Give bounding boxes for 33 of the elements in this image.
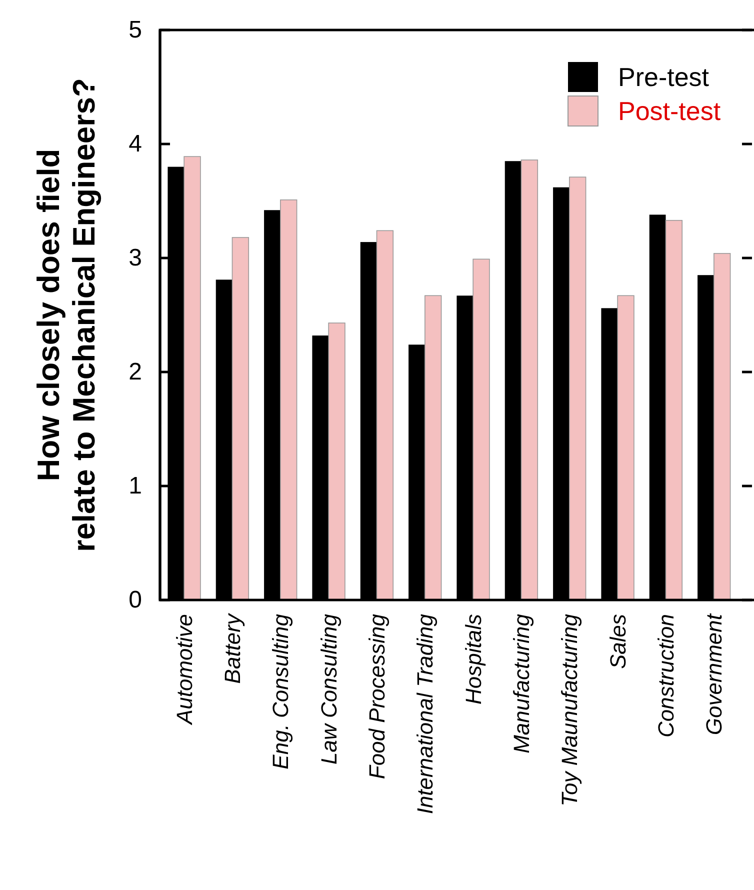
x-tick-label: Sales: [605, 614, 630, 670]
x-tick-label: International Trading: [412, 613, 438, 814]
y-tick-label: 0: [128, 586, 142, 614]
x-tick-label: Toy Maunufacturing: [557, 613, 582, 806]
x-tick-label: Government: [702, 613, 727, 736]
y-tick-label: 5: [128, 16, 142, 44]
bar: [472, 258, 490, 600]
bar: [714, 253, 731, 600]
x-tick-label: Construction: [653, 614, 678, 738]
x-tick-label: Food Processing: [364, 613, 390, 780]
bar: [520, 160, 538, 600]
x-tick-label: Battery: [220, 612, 245, 684]
bar: [328, 322, 346, 600]
bar: [184, 156, 201, 600]
bar: [376, 230, 394, 600]
bar: [569, 176, 586, 600]
x-tick-label: Hospitals: [460, 614, 486, 704]
bar: [424, 295, 442, 600]
y-tick-label: 1: [128, 472, 142, 500]
x-tick-label: Eng. Consulting: [268, 613, 294, 770]
y-tick-label: 3: [128, 244, 142, 272]
y-tick-label: 2: [128, 358, 142, 386]
bar: [617, 295, 634, 600]
x-tick-label: Automotive: [172, 614, 197, 726]
bar: [232, 237, 250, 600]
legend-label: Pre-test: [618, 62, 710, 92]
bar: [280, 199, 298, 600]
y-tick-label: 4: [128, 130, 142, 158]
x-tick-label: Law Consulting: [316, 613, 342, 764]
legend-label: Post-test: [618, 96, 722, 126]
bar: [665, 220, 683, 600]
y-axis-title: How closely does field relate to Mechanical Engineers?: [30, 78, 102, 552]
x-tick-label: Manufacturing: [508, 613, 534, 754]
